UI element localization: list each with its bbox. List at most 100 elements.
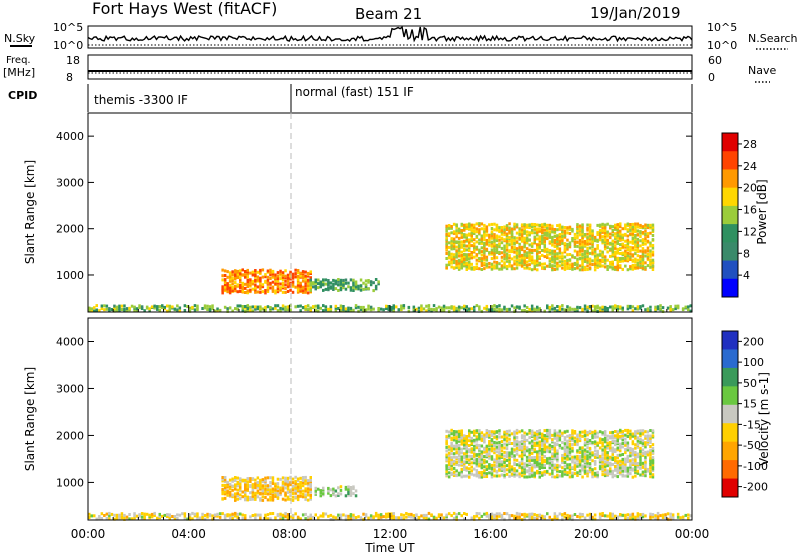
power-cell bbox=[556, 256, 559, 260]
power-cell bbox=[603, 247, 607, 251]
velocity-cell bbox=[234, 476, 237, 479]
power-cell bbox=[226, 290, 229, 294]
velocity-cell bbox=[374, 511, 378, 515]
power-cell bbox=[629, 265, 632, 269]
power-cell bbox=[639, 249, 642, 253]
velocity-cell bbox=[254, 478, 257, 482]
power-cell bbox=[510, 241, 514, 245]
velocity-cell bbox=[475, 514, 479, 518]
velocity-cell bbox=[231, 479, 234, 483]
power-cell bbox=[541, 238, 544, 242]
power-cell bbox=[616, 242, 619, 245]
velocity-cell bbox=[455, 473, 458, 477]
power-cell bbox=[493, 307, 496, 311]
power-cell bbox=[591, 309, 594, 313]
power-cell bbox=[447, 306, 451, 310]
power-cell bbox=[128, 306, 131, 310]
velocity-cell bbox=[309, 517, 312, 521]
velocity-cell bbox=[445, 471, 448, 475]
velocity-colorbar-tick-label: -50 bbox=[743, 439, 761, 452]
power-cell bbox=[115, 305, 119, 309]
velocity-cell bbox=[651, 458, 655, 462]
velocity-cell bbox=[256, 476, 260, 480]
power-cell bbox=[483, 232, 486, 236]
power-cell bbox=[591, 235, 594, 239]
velocity-cell bbox=[309, 497, 312, 501]
power-cell bbox=[470, 251, 473, 254]
velocity-cell bbox=[561, 513, 564, 517]
power-cell bbox=[450, 305, 453, 309]
velocity-cell bbox=[503, 459, 506, 463]
velocity-cell bbox=[339, 488, 343, 492]
power-cell bbox=[296, 290, 300, 294]
velocity-cell bbox=[498, 463, 501, 467]
velocity-cell bbox=[588, 431, 592, 435]
power-cell bbox=[578, 306, 582, 310]
velocity-cell bbox=[468, 475, 471, 479]
power-cell bbox=[636, 249, 640, 252]
power-cell bbox=[463, 262, 466, 266]
power-cell bbox=[528, 243, 531, 247]
velocity-cell bbox=[631, 452, 635, 456]
velocity-cell bbox=[460, 475, 463, 479]
velocity-cell bbox=[452, 472, 456, 476]
power-cell bbox=[430, 309, 433, 313]
power-cell bbox=[528, 248, 531, 252]
velocity-cell bbox=[598, 430, 602, 434]
velocity-cell bbox=[649, 453, 652, 457]
power-cell bbox=[485, 225, 489, 229]
power-cell bbox=[226, 283, 229, 287]
velocity-cell bbox=[485, 435, 489, 439]
velocity-cell bbox=[616, 448, 619, 452]
velocity-cell bbox=[231, 512, 234, 516]
velocity-cell bbox=[337, 513, 340, 517]
power-cell bbox=[558, 305, 562, 309]
velocity-cell bbox=[598, 446, 602, 450]
power-cell bbox=[563, 308, 567, 312]
power-cell bbox=[609, 260, 612, 264]
velocity-cell bbox=[520, 434, 524, 438]
velocity-cell bbox=[327, 489, 330, 493]
velocity-cell bbox=[510, 465, 514, 469]
velocity-cell bbox=[536, 441, 539, 445]
power-cell bbox=[483, 244, 486, 248]
velocity-cell bbox=[576, 458, 579, 462]
power-cell bbox=[566, 247, 569, 251]
velocity-cell bbox=[593, 429, 597, 433]
velocity-cell bbox=[546, 431, 549, 434]
power-cell bbox=[538, 223, 541, 227]
velocity-cell bbox=[450, 444, 453, 448]
power-cell bbox=[641, 225, 645, 229]
power-cell bbox=[520, 264, 524, 268]
power-cell bbox=[553, 309, 557, 313]
power-cell bbox=[314, 285, 317, 288]
velocity-cell bbox=[578, 433, 582, 437]
power-ylabel: Slant Range [km] bbox=[23, 160, 37, 264]
velocity-cell bbox=[528, 453, 531, 457]
power-cell bbox=[598, 253, 602, 257]
velocity-cell bbox=[528, 512, 531, 516]
power-cell bbox=[354, 306, 358, 310]
power-cell bbox=[493, 222, 496, 226]
power-cell bbox=[558, 264, 562, 268]
velocity-cell bbox=[543, 515, 546, 519]
velocity-cell bbox=[553, 453, 557, 457]
power-cell bbox=[536, 243, 539, 247]
velocity-cell bbox=[671, 513, 675, 517]
power-cell bbox=[533, 223, 536, 226]
velocity-cell bbox=[309, 487, 312, 491]
power-cell bbox=[339, 282, 343, 286]
velocity-cell bbox=[603, 437, 607, 440]
power-cell bbox=[541, 236, 544, 240]
power-cell bbox=[249, 283, 252, 287]
velocity-cell bbox=[563, 444, 567, 448]
velocity-cell bbox=[616, 430, 619, 434]
power-cell bbox=[568, 253, 572, 256]
power-cell bbox=[530, 248, 534, 252]
power-cell bbox=[327, 307, 330, 311]
velocity-colorbar-swatch bbox=[722, 331, 738, 350]
power-cell bbox=[475, 258, 479, 262]
velocity-cell bbox=[309, 482, 312, 486]
velocity-cell bbox=[629, 429, 632, 433]
power-cell bbox=[634, 248, 637, 252]
